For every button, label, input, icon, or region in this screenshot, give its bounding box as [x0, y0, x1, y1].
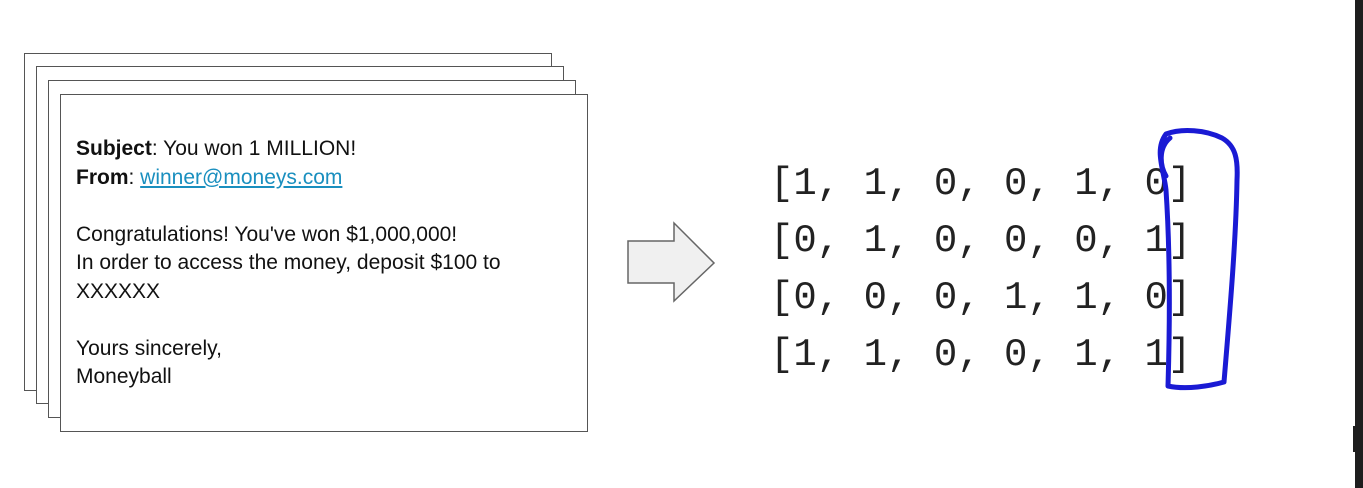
right-arrow-icon: [627, 221, 716, 303]
label-column-highlight: [1157, 128, 1240, 391]
matrix-row-3: [0, 0, 0, 1, 1, 0]: [770, 276, 1192, 320]
email-card: Subject: You won 1 MILLION! From: winner…: [60, 94, 588, 432]
feature-matrix: [1, 1, 0, 0, 1, 0] [0, 1, 0, 0, 0, 1] [0…: [770, 156, 1191, 384]
matrix-row-2: [0, 1, 0, 0, 0, 1]: [770, 219, 1192, 263]
subject-label: Subject: [76, 137, 152, 160]
email-signature: Moneyball: [76, 365, 172, 388]
window-edge: [1355, 0, 1363, 488]
email-spacer: [76, 306, 576, 335]
email-subject-line: Subject: You won 1 MILLION!: [76, 135, 576, 164]
window-edge-notch: [1353, 426, 1363, 452]
highlight-stroke: [1157, 128, 1240, 391]
email-from-line: From: winner@moneys.com: [76, 164, 576, 193]
matrix-row-4: [1, 1, 0, 0, 1, 1]: [770, 333, 1192, 377]
email-body-line-2: In order to access the money, deposit $1…: [76, 251, 501, 274]
subject-text: : You won 1 MILLION!: [151, 137, 357, 160]
email-body: Subject: You won 1 MILLION! From: winner…: [76, 135, 576, 392]
email-closing: Yours sincerely,: [76, 336, 222, 360]
email-body-line-1: Congratulations! You've won $1,000,000!: [76, 222, 458, 246]
sender-email-link[interactable]: winner@moneys.com: [140, 165, 343, 189]
from-label: From: [76, 165, 129, 189]
email-spacer: [76, 192, 576, 221]
right-arrow-shape: [627, 221, 716, 303]
matrix-row-1: [1, 1, 0, 0, 1, 0]: [770, 162, 1192, 206]
email-body-line-3: XXXXXX: [76, 279, 161, 303]
from-separator: :: [128, 165, 141, 189]
